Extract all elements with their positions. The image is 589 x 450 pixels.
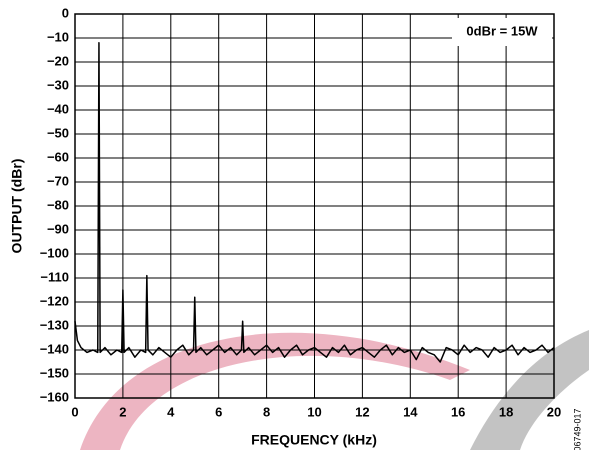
y-tick-label: −160 <box>40 389 69 404</box>
x-tick-label: 4 <box>167 404 175 419</box>
y-tick-label: −20 <box>47 53 69 68</box>
y-tick-label: −100 <box>40 245 69 260</box>
y-tick-label: −90 <box>47 221 69 236</box>
y-tick-label: −130 <box>40 317 69 332</box>
watermark-gray <box>470 330 589 450</box>
y-tick-label: −150 <box>40 365 69 380</box>
y-axis-label: OUTPUT (dBr) <box>9 159 25 254</box>
spectrum-line <box>74 42 555 363</box>
plot-area: 0 −10 −20 −30 −40 −50 −60 −70 −80 −90 −100 −110 −120… <box>40 5 562 419</box>
x-tick-label: 14 <box>403 404 418 419</box>
y-tick-label: −60 <box>47 149 69 164</box>
x-axis-label: FREQUENCY (kHz) <box>251 432 377 448</box>
x-tick-label: 8 <box>263 404 270 419</box>
x-tick-label: 20 <box>547 404 561 419</box>
y-tick-label: −10 <box>47 29 69 44</box>
x-tick-label: 10 <box>307 404 321 419</box>
y-tick-label: −30 <box>47 77 69 92</box>
x-tick-label: 2 <box>119 404 126 419</box>
y-tick-label: −80 <box>47 197 69 212</box>
figure-id: 06749-017 <box>572 408 582 450</box>
x-tick-label: 6 <box>215 404 222 419</box>
y-tick-label: −140 <box>40 341 69 356</box>
y-tick-label: 0 <box>62 5 69 20</box>
watermark-red <box>80 332 470 450</box>
x-tick-label: 18 <box>499 404 513 419</box>
x-tick-label: 0 <box>71 404 78 419</box>
annotation-box <box>452 18 552 46</box>
y-tick-label: −120 <box>40 293 69 308</box>
x-tick-label: 16 <box>451 404 465 419</box>
y-tick-label: −40 <box>47 101 69 116</box>
annotation: 0dBr = 15W <box>466 23 538 38</box>
y-tick-label: −110 <box>40 269 69 284</box>
y-tick-label: −50 <box>47 125 69 140</box>
x-tick-label: 12 <box>355 404 369 419</box>
y-tick-label: −70 <box>47 173 69 188</box>
